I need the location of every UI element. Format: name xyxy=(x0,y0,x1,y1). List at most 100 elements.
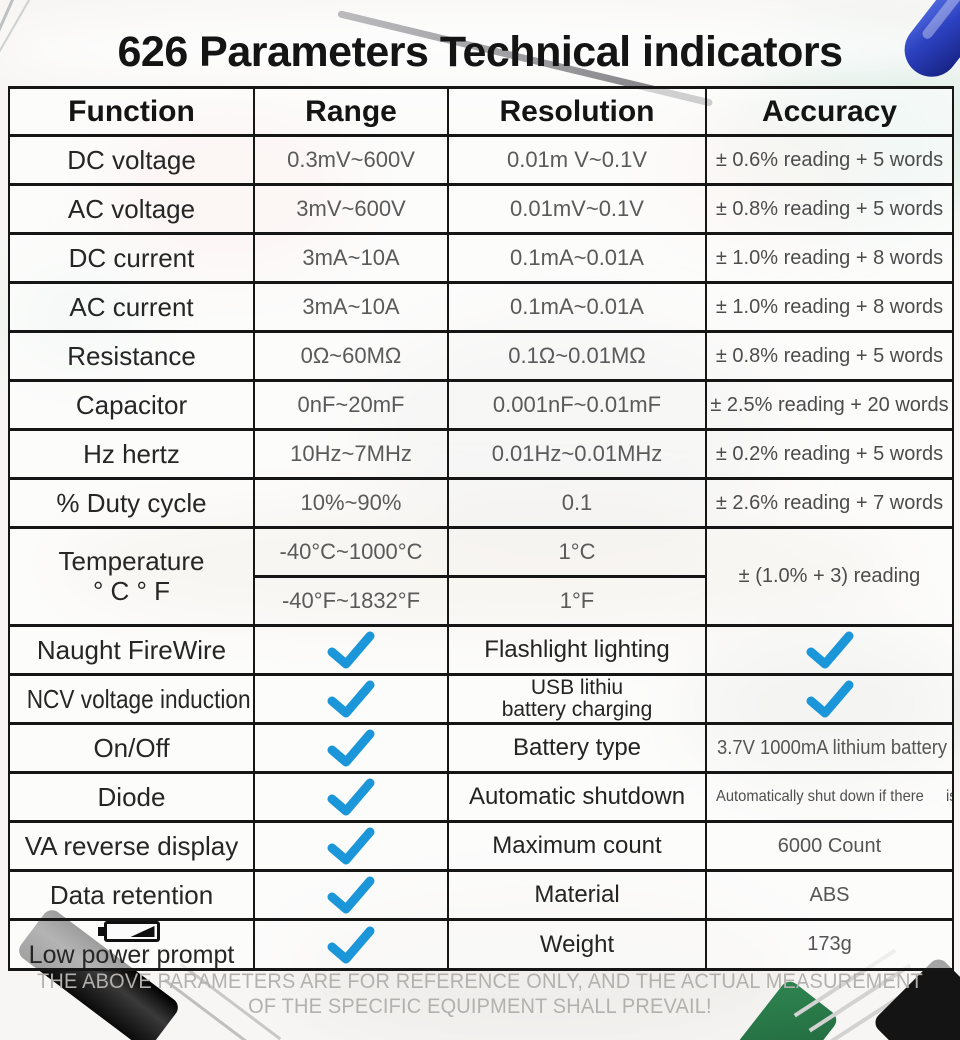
feature-check-cell xyxy=(253,918,449,971)
feature-label-cell: Maximum count xyxy=(447,820,707,872)
table-row: AC current 3mA~10A 0.1mA~0.01A ± 1.0% re… xyxy=(8,281,954,333)
resolution-cell: 0.01mV~0.1V xyxy=(447,183,707,235)
feature-check-cell xyxy=(253,869,449,921)
function-cell: % Duty cycle xyxy=(8,477,255,529)
check-icon xyxy=(327,631,375,669)
col-header-function: Function xyxy=(8,86,255,137)
function-cell: DC voltage xyxy=(8,134,255,186)
feature-check-cell xyxy=(253,820,449,872)
check-icon xyxy=(327,778,375,816)
table-row: DC current 3mA~10A 0.1mA~0.01A ± 1.0% re… xyxy=(8,232,954,284)
feature-label-cell: Automatic shutdown xyxy=(447,771,707,823)
feature-label: NCV voltage induction xyxy=(26,683,251,714)
function-cell: AC current xyxy=(8,281,255,333)
table-row: % Duty cycle 10%~90% 0.1 ± 2.6% reading … xyxy=(8,477,954,529)
resolution-cell: 1°F xyxy=(447,575,707,627)
range-cell: 10Hz~7MHz xyxy=(253,428,449,480)
table-row: Capacitor 0nF~20mF 0.001nF~0.01mF ± 2.5%… xyxy=(8,379,954,431)
check-icon xyxy=(327,680,375,718)
accuracy-cell: ± 0.8% reading + 5 words xyxy=(705,330,954,382)
feature-check-cell xyxy=(705,624,954,676)
header-row: Function Range Resolution Accuracy xyxy=(8,86,954,137)
disclaimer-line1: THE ABOVE PARAMETERS ARE FOR REFERENCE O… xyxy=(37,970,923,993)
range-cell: -40°F~1832°F xyxy=(253,575,449,627)
feature-row: On/Off Battery type 3.7V 1000mA lithium … xyxy=(8,722,954,774)
feature-row: Naught FireWire Flashlight lighting xyxy=(8,624,954,676)
table-row: DC voltage 0.3mV~600V 0.01m V~0.1V ± 0.6… xyxy=(8,134,954,186)
feature-value-line2: is no operation after 15 minutes xyxy=(946,788,951,806)
accuracy-cell: ± 2.6% reading + 7 words xyxy=(705,477,954,529)
temperature-accuracy-cell: ± (1.0% + 3) reading xyxy=(705,526,954,627)
disclaimer-line2: OF THE SPECIFIC EQUIPMENT SHALL PREVAIL! xyxy=(248,994,712,1018)
accuracy-cell: ± 0.6% reading + 5 words xyxy=(705,134,954,186)
feature-label-cell: Naught FireWire xyxy=(8,624,255,676)
resolution-cell: 0.01Hz~0.01MHz xyxy=(447,428,707,480)
feature-check-cell xyxy=(253,624,449,676)
feature-label-cell: Battery type xyxy=(447,722,707,774)
feature-check-cell xyxy=(253,673,449,725)
accuracy-cell: ± 0.8% reading + 5 words xyxy=(705,183,954,235)
feature-row: Low power prompt Weight 173g xyxy=(8,918,954,971)
feature-label-cell: Flashlight lighting xyxy=(447,624,707,676)
range-cell: 10%~90% xyxy=(253,477,449,529)
accuracy-cell: ± 0.2% reading + 5 words xyxy=(705,428,954,480)
col-header-accuracy: Accuracy xyxy=(705,86,954,137)
feature-row: Data retention Material ABS xyxy=(8,869,954,921)
temperature-units: ° C ° F xyxy=(92,575,171,606)
table-row-temperature: Temperature ° C ° F -40°C~1000°C 1°C ± (… xyxy=(8,526,954,627)
temperature-label: Temperature xyxy=(58,545,205,576)
check-icon xyxy=(327,729,375,767)
feature-value-line1: Automatically shut down if there xyxy=(716,788,924,806)
feature-label-cell: NCV voltage induction xyxy=(8,673,255,725)
feature-value-cell: 173g xyxy=(705,918,954,971)
function-cell: Resistance xyxy=(8,330,255,382)
feature-row: NCV voltage induction USB lithiu battery… xyxy=(8,673,954,725)
low-battery-icon xyxy=(97,922,160,942)
table-row: Hz hertz 10Hz~7MHz 0.01Hz~0.01MHz ± 0.2%… xyxy=(8,428,954,480)
resolution-cell: 0.1 xyxy=(447,477,707,529)
feature-value: 3.7V 1000mA lithium battery xyxy=(717,736,948,759)
feature-value-cell: Automatically shut down if there is no o… xyxy=(705,771,954,823)
check-icon xyxy=(327,926,375,963)
feature-row: VA reverse display Maximum count 6000 Co… xyxy=(8,820,954,872)
disclaimer-text: THE ABOVE PARAMETERS ARE FOR REFERENCE O… xyxy=(0,970,960,1020)
range-cell: 3mA~10A xyxy=(253,232,449,284)
table-row: Resistance 0Ω~60MΩ 0.1Ω~0.01MΩ ± 0.8% re… xyxy=(8,330,954,382)
feature-label-cell: Material xyxy=(447,869,707,921)
range-cell: 3mV~600V xyxy=(253,183,449,235)
table-row: AC voltage 3mV~600V 0.01mV~0.1V ± 0.8% r… xyxy=(8,183,954,235)
feature-check-cell xyxy=(253,771,449,823)
feature-value-cell: ABS xyxy=(705,869,954,921)
feature-label-cell: USB lithiu battery charging xyxy=(447,673,707,725)
feature-label-cell: Low power prompt xyxy=(8,918,255,971)
feature-label-cell: Data retention xyxy=(8,869,255,921)
range-cell: -40°C~1000°C xyxy=(253,526,449,578)
feature-label: Low power prompt xyxy=(28,941,235,969)
feature-check-cell xyxy=(705,673,954,725)
spec-table: Function Range Resolution Accuracy DC vo… xyxy=(8,86,954,971)
range-cell: 0.3mV~600V xyxy=(253,134,449,186)
range-cell: 0nF~20mF xyxy=(253,379,449,431)
range-cell: 0Ω~60MΩ xyxy=(253,330,449,382)
feature-label-line2: battery charging xyxy=(501,698,653,721)
feature-value-cell: 6000 Count xyxy=(705,820,954,872)
range-cell: 3mA~10A xyxy=(253,281,449,333)
resolution-cell: 1°C xyxy=(447,526,707,578)
feature-value-cell: 3.7V 1000mA lithium battery xyxy=(705,722,954,774)
feature-row: Diode Automatic shutdown Automatically s… xyxy=(8,771,954,823)
feature-check-cell xyxy=(253,722,449,774)
col-header-range: Range xyxy=(253,86,449,137)
feature-label-cell: Weight xyxy=(447,918,707,971)
resolution-cell: 0.01m V~0.1V xyxy=(447,134,707,186)
check-icon xyxy=(806,680,853,718)
resolution-cell: 0.1mA~0.01A xyxy=(447,232,707,284)
function-cell: AC voltage xyxy=(8,183,255,235)
check-icon xyxy=(806,631,853,669)
page-title: 626 Parameters Technical indicators xyxy=(117,28,843,76)
col-header-resolution: Resolution xyxy=(447,86,707,137)
check-icon xyxy=(327,876,375,914)
accuracy-cell: ± 1.0% reading + 8 words xyxy=(705,281,954,333)
feature-label-cell: On/Off xyxy=(8,722,255,774)
check-icon xyxy=(327,827,375,865)
